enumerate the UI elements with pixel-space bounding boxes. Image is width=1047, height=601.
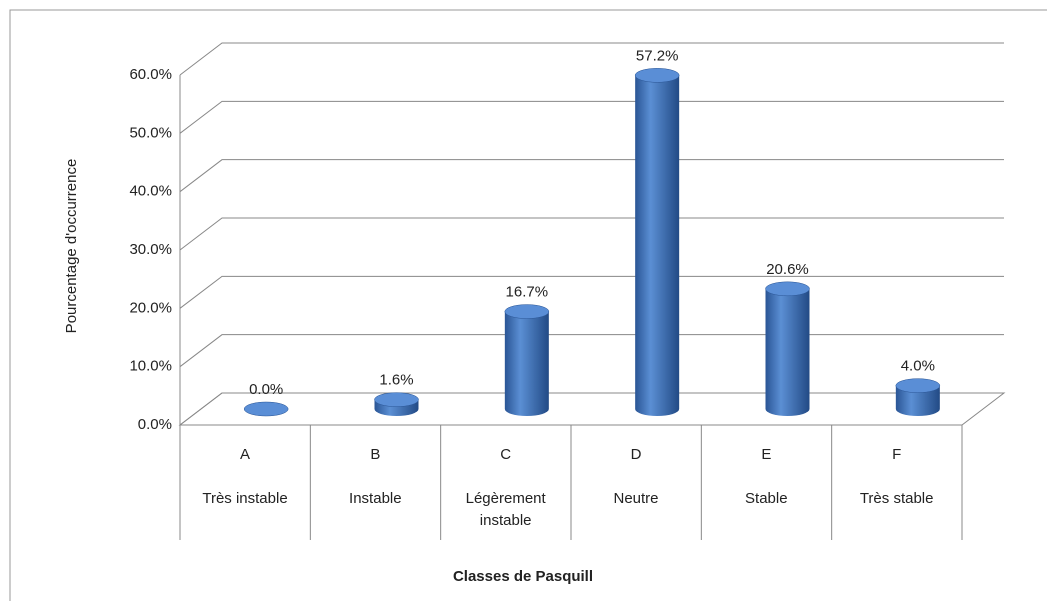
y-tick-label: 20.0%: [129, 299, 172, 316]
bar: [635, 68, 680, 416]
bar: [504, 304, 549, 416]
y-tick-label: 0.0%: [138, 416, 172, 433]
x-subcategory-label: Neutre: [613, 490, 659, 507]
x-tick-label: A: [239, 446, 250, 463]
x-subcategory-label: Très instable: [202, 490, 288, 507]
grid-line: [179, 334, 1004, 368]
value-label: 20.6%: [766, 261, 809, 278]
y-tick-label: 40.0%: [129, 183, 172, 200]
x-subcategory-label: Instable: [349, 490, 402, 507]
grid-line: [179, 392, 1004, 426]
bar-top: [374, 392, 419, 407]
bar-top: [634, 68, 680, 83]
x-tick-label: D: [630, 446, 642, 463]
bar-top: [765, 281, 810, 297]
grid-line: [179, 42, 1004, 76]
grid-line: [179, 159, 1004, 193]
x-subcategory-label: Légèrement instable: [465, 490, 546, 529]
y-tick-label: 10.0%: [129, 358, 172, 375]
bar: [765, 281, 810, 416]
bar-top: [504, 304, 550, 319]
y-axis-title: Pourcentage d'occurrence: [63, 159, 80, 334]
chart-border: [9, 9, 1047, 601]
value-label: 1.6%: [379, 372, 413, 389]
x-tick-label: F: [892, 446, 902, 463]
x-tick-label: C: [500, 446, 512, 463]
bar-top: [243, 401, 289, 417]
grid-line: [179, 275, 1004, 309]
value-label: 16.7%: [506, 284, 549, 301]
x-subcategory-label: Stable: [745, 490, 788, 507]
x-axis-title: Classes de Pasquill: [453, 568, 593, 585]
grid-line: [179, 217, 1004, 251]
y-tick-label: 50.0%: [129, 124, 172, 141]
bar-top: [895, 378, 941, 393]
floor: [178, 392, 1006, 426]
value-label: 4.0%: [901, 358, 935, 375]
y-tick-label: 30.0%: [129, 241, 172, 258]
x-subcategory-label: Très stable: [859, 490, 934, 507]
value-label: 0.0%: [249, 381, 283, 398]
x-tick-label: B: [370, 446, 381, 463]
grid-line: [179, 100, 1004, 134]
value-label: 57.2%: [636, 47, 679, 64]
x-tick-label: E: [761, 446, 772, 463]
y-tick-label: 60.0%: [129, 66, 172, 83]
